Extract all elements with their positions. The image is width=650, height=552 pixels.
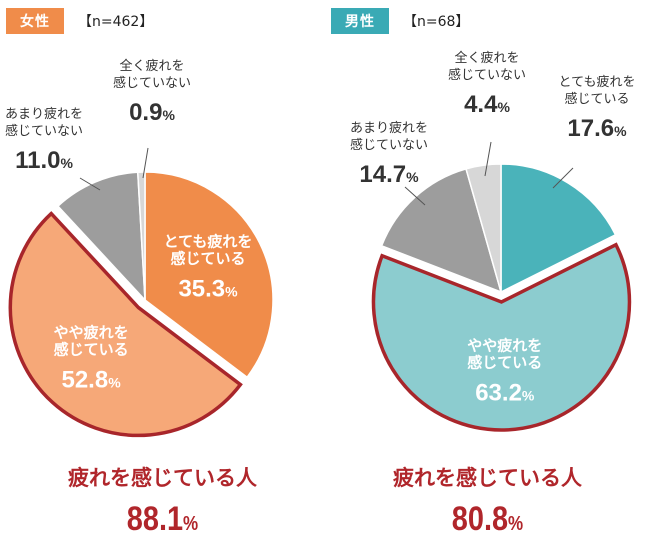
- male-slice-value-0: 17.6%: [567, 115, 627, 142]
- male-slice-value-1: 63.2%: [475, 379, 535, 406]
- male-panel: 男性 【n=68】 とても疲れを 感じている 17.6% やや疲れを 感じている 63.2…: [325, 0, 650, 552]
- male-summary-percent: %: [508, 513, 524, 535]
- female-badge: 女性: [6, 8, 64, 34]
- female-pie-slice-0: [144, 171, 274, 379]
- female-panel: 女性 【n=462】 とても疲れを 感じている 35.3% やや疲れを 感じている 52.…: [0, 8, 325, 539]
- female-sample-size: 【n=462】: [78, 14, 154, 30]
- male-summary: 疲れを感じている人 80.8%: [325, 462, 650, 539]
- male-header: 男性 【n=68】: [331, 8, 469, 34]
- female-leader-line-3: [142, 147, 149, 179]
- female-slice-label-3-line-0: 全く疲れを: [119, 58, 184, 74]
- female-slice-label-3-line-1: 感じていない: [113, 75, 191, 91]
- female-summary-percent: %: [183, 513, 199, 535]
- female-pie-chart: とても疲れを感じている35.3%やや疲れを感じている52.8%あまり疲れを感じて…: [5, 58, 274, 438]
- male-pie-slice-1: [371, 242, 632, 432]
- male-leader-line-3: [484, 141, 492, 177]
- female-slice-label-0-line-1: 感じている: [171, 250, 246, 268]
- female-pie-slice-1: [8, 211, 243, 438]
- male-slice-value-2: 14.7%: [359, 161, 419, 188]
- male-slice-label-3-line-0: 全く疲れを: [454, 50, 519, 66]
- female-slice-label-2-line-1: 感じていない: [5, 123, 83, 139]
- female-pie-slice-2: [56, 171, 146, 303]
- female-summary: 疲れを感じている人 88.1%: [0, 462, 325, 539]
- female-pie-slice-3: [136, 171, 146, 301]
- female-summary-number: 88.1: [126, 500, 184, 538]
- male-pie-slice-0: [500, 163, 617, 294]
- female-slice-label-2-line-0: あまり疲れを: [5, 106, 83, 122]
- male-pie-slice-3: [465, 163, 502, 293]
- male-slice-label-0-line-0: とても疲れを: [559, 74, 636, 90]
- male-slice-value-3: 4.4%: [464, 91, 510, 118]
- male-slice-label-3-line-1: 感じていない: [448, 67, 526, 83]
- male-slice-label-0-line-1: 感じている: [564, 91, 629, 107]
- male-slice-label-2-line-0: あまり疲れを: [350, 120, 428, 136]
- male-slice-label-1-line-1: 感じている: [467, 353, 542, 371]
- male-pie-slice-2: [380, 167, 503, 294]
- male-summary-number: 80.8: [451, 500, 509, 538]
- male-sample-size: 【n=68】: [403, 14, 470, 30]
- male-slice-label-1-line-0: やや疲れを: [467, 336, 542, 354]
- female-slice-value-0: 35.3%: [178, 276, 238, 303]
- male-slice-label-2-line-1: 感じていない: [350, 137, 428, 153]
- female-slice-value-2: 11.0%: [15, 147, 73, 174]
- male-leader-line-2: [404, 186, 426, 206]
- male-leader-line-0: [552, 167, 574, 189]
- female-leader-line-2: [79, 177, 101, 191]
- female-summary-value: 88.1%: [24, 500, 300, 539]
- male-summary-value: 80.8%: [349, 500, 625, 539]
- male-badge: 男性: [331, 8, 389, 34]
- female-slice-value-1: 52.8%: [61, 367, 121, 394]
- female-summary-label: 疲れを感じている人: [68, 466, 257, 490]
- female-header: 女性 【n=462】: [6, 8, 153, 34]
- female-slice-value-3: 0.9%: [129, 99, 175, 126]
- female-slice-label-0-line-0: とても疲れを: [164, 233, 253, 251]
- male-pie-chart: とても疲れを感じている17.6%やや疲れを感じている63.2%あまり疲れを感じて…: [350, 50, 636, 432]
- female-slice-label-1-line-1: 感じている: [54, 341, 129, 359]
- female-slice-label-1-line-0: やや疲れを: [54, 324, 129, 342]
- male-summary-label: 疲れを感じている人: [393, 466, 582, 490]
